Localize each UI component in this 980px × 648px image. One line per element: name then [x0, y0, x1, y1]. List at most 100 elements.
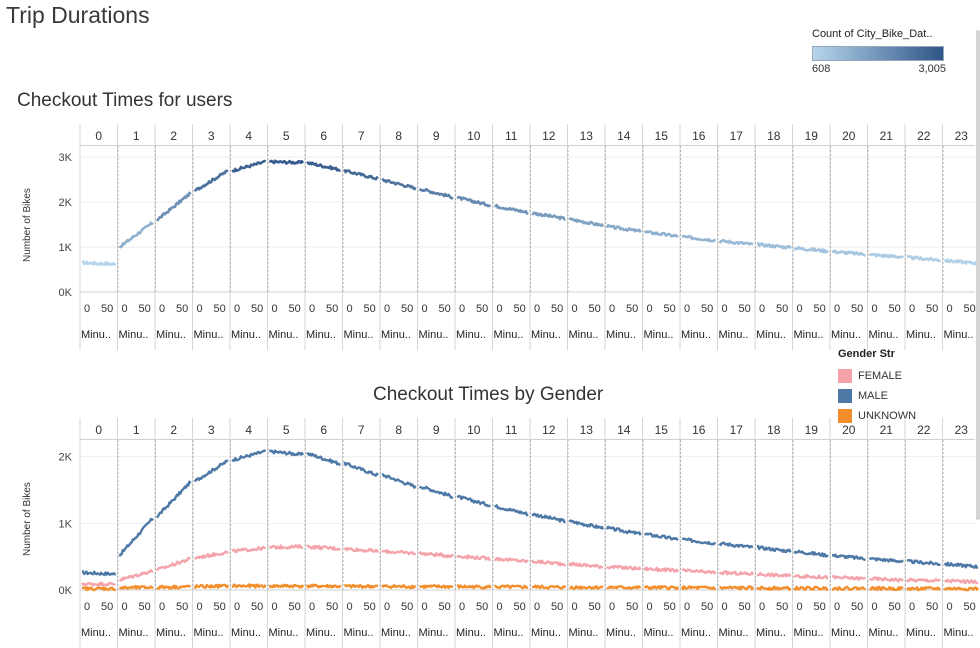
- gender-legend-label-unknown: UNKNOWN: [858, 410, 917, 422]
- minute-tick-0: 0: [722, 601, 728, 613]
- minute-tick-50: 50: [626, 601, 638, 613]
- minute-tick-0: 0: [947, 601, 953, 613]
- series-line-unknown-hour-8: [381, 583, 417, 590]
- series-line-count-hour-13: [568, 217, 605, 228]
- panel-header-21: 21: [880, 423, 894, 437]
- panel-header-7: 7: [358, 423, 365, 437]
- minute-tick-50: 50: [476, 303, 488, 315]
- minute-tick-50: 50: [739, 303, 751, 315]
- series-line-count-hour-5: [268, 159, 305, 165]
- minute-axis-label: Minu..: [756, 329, 786, 341]
- series-line-count-hour-7: [343, 168, 379, 181]
- minute-axis-label: Minu..: [269, 329, 299, 341]
- series-line-count-hour-19: [793, 246, 829, 254]
- gender-legend-item-female[interactable]: FEMALE: [838, 366, 916, 386]
- minute-tick-0: 0: [122, 303, 128, 315]
- series-line-count-hour-22: [906, 255, 941, 263]
- minute-axis-label: Minu..: [869, 329, 899, 341]
- count-color-legend[interactable]: Count of City_Bike_Dat.. 608 3,005: [812, 28, 952, 75]
- minute-axis-label: Minu..: [231, 627, 261, 639]
- minute-axis-label: Minu..: [81, 329, 111, 341]
- count-legend-min: 608: [812, 63, 831, 75]
- minute-tick-0: 0: [84, 303, 90, 315]
- panel-header-6: 6: [320, 129, 327, 143]
- minute-tick-0: 0: [84, 601, 90, 613]
- gender-legend[interactable]: Gender Str FEMALE MALE UNKNOWN: [838, 348, 916, 426]
- minute-axis-label: Minu..: [831, 329, 861, 341]
- minute-tick-0: 0: [534, 601, 540, 613]
- minute-tick-50: 50: [851, 303, 863, 315]
- count-legend-title: Count of City_Bike_Dat..: [812, 28, 933, 40]
- series-line-male-hour-21: [868, 557, 904, 564]
- minute-tick-50: 50: [776, 303, 788, 315]
- series-line-female-hour-0: [80, 581, 116, 587]
- series-line-female-hour-11: [494, 556, 529, 564]
- minute-tick-50: 50: [926, 601, 938, 613]
- minute-tick-0: 0: [609, 601, 615, 613]
- series-line-unknown-hour-19: [793, 585, 829, 592]
- minute-tick-50: 50: [889, 601, 901, 613]
- minute-tick-50: 50: [514, 601, 526, 613]
- panel-header-2: 2: [170, 129, 177, 143]
- series-line-unknown-hour-12: [531, 584, 567, 590]
- series-line-male-hour-3: [193, 459, 229, 482]
- minute-axis-label: Minu..: [344, 627, 374, 639]
- series-line-male-hour-8: [381, 472, 417, 489]
- minute-axis-label: Minu..: [944, 627, 974, 639]
- minute-tick-50: 50: [326, 303, 338, 315]
- minute-axis-label: Minu..: [831, 627, 861, 639]
- minute-axis-label: Minu..: [344, 329, 374, 341]
- panel-header-0: 0: [95, 423, 102, 437]
- series-line-count-hour-6: [306, 161, 341, 172]
- vertical-scrollbar[interactable]: [976, 30, 980, 520]
- panel-header-15: 15: [655, 129, 669, 143]
- panel-header-20: 20: [842, 423, 856, 437]
- minute-tick-50: 50: [739, 601, 751, 613]
- minute-tick-50: 50: [626, 303, 638, 315]
- minute-axis-label: Minu..: [194, 627, 224, 639]
- minute-axis-label: Minu..: [606, 329, 636, 341]
- minute-tick-50: 50: [364, 601, 376, 613]
- panel-header-22: 22: [917, 129, 931, 143]
- series-line-unknown-hour-6: [305, 583, 342, 589]
- series-line-unknown-hour-16: [680, 585, 717, 591]
- panel-header-23: 23: [955, 129, 969, 143]
- minute-tick-50: 50: [476, 601, 488, 613]
- minute-tick-0: 0: [572, 601, 578, 613]
- gender-legend-item-male[interactable]: MALE: [838, 386, 916, 406]
- series-line-male-hour-23: [943, 561, 979, 569]
- minute-axis-label: Minu..: [644, 329, 674, 341]
- chart-gender[interactable]: 0 1 2 3 4 5 6 7 8 9 10 11 12 13 14 15 16 17 18 19 20 21 22 230K…: [0, 418, 980, 648]
- minute-tick-50: 50: [851, 601, 863, 613]
- panel-header-12: 12: [542, 129, 556, 143]
- minute-tick-50: 50: [701, 601, 713, 613]
- minute-tick-0: 0: [797, 303, 803, 315]
- minute-tick-50: 50: [964, 601, 976, 613]
- panel-header-3: 3: [208, 129, 215, 143]
- minute-tick-0: 0: [422, 303, 428, 315]
- panel-header-14: 14: [617, 423, 631, 437]
- series-line-unknown-hour-7: [343, 583, 379, 590]
- minute-axis-label: Minu..: [231, 329, 261, 341]
- gender-legend-item-unknown[interactable]: UNKNOWN: [838, 406, 916, 426]
- minute-tick-50: 50: [814, 601, 826, 613]
- y-tick-label: 1K: [59, 242, 73, 254]
- panel-header-16: 16: [692, 423, 706, 437]
- series-line-male-hour-1: [118, 517, 154, 557]
- minute-tick-50: 50: [589, 303, 601, 315]
- minute-tick-0: 0: [347, 303, 353, 315]
- panel-header-8: 8: [395, 423, 402, 437]
- series-line-female-hour-2: [156, 556, 191, 572]
- count-legend-max: 3,005: [918, 63, 946, 75]
- chart-users[interactable]: 0 1 2 3 4 5 6 7 8 9 10 11 12 13 14 15 16 17 18 19 20 21 22 230K…: [0, 124, 980, 354]
- series-line-female-hour-15: [643, 566, 680, 574]
- minute-tick-50: 50: [214, 303, 226, 315]
- series-line-unknown-hour-4: [231, 583, 267, 589]
- series-line-female-hour-5: [268, 544, 304, 550]
- minute-tick-0: 0: [684, 601, 690, 613]
- chart-title-users: Checkout Times for users: [17, 90, 233, 111]
- series-line-count-hour-18: [756, 241, 792, 250]
- minute-axis-label: Minu..: [381, 627, 411, 639]
- minute-axis-label: Minu..: [494, 627, 524, 639]
- minute-tick-0: 0: [947, 303, 953, 315]
